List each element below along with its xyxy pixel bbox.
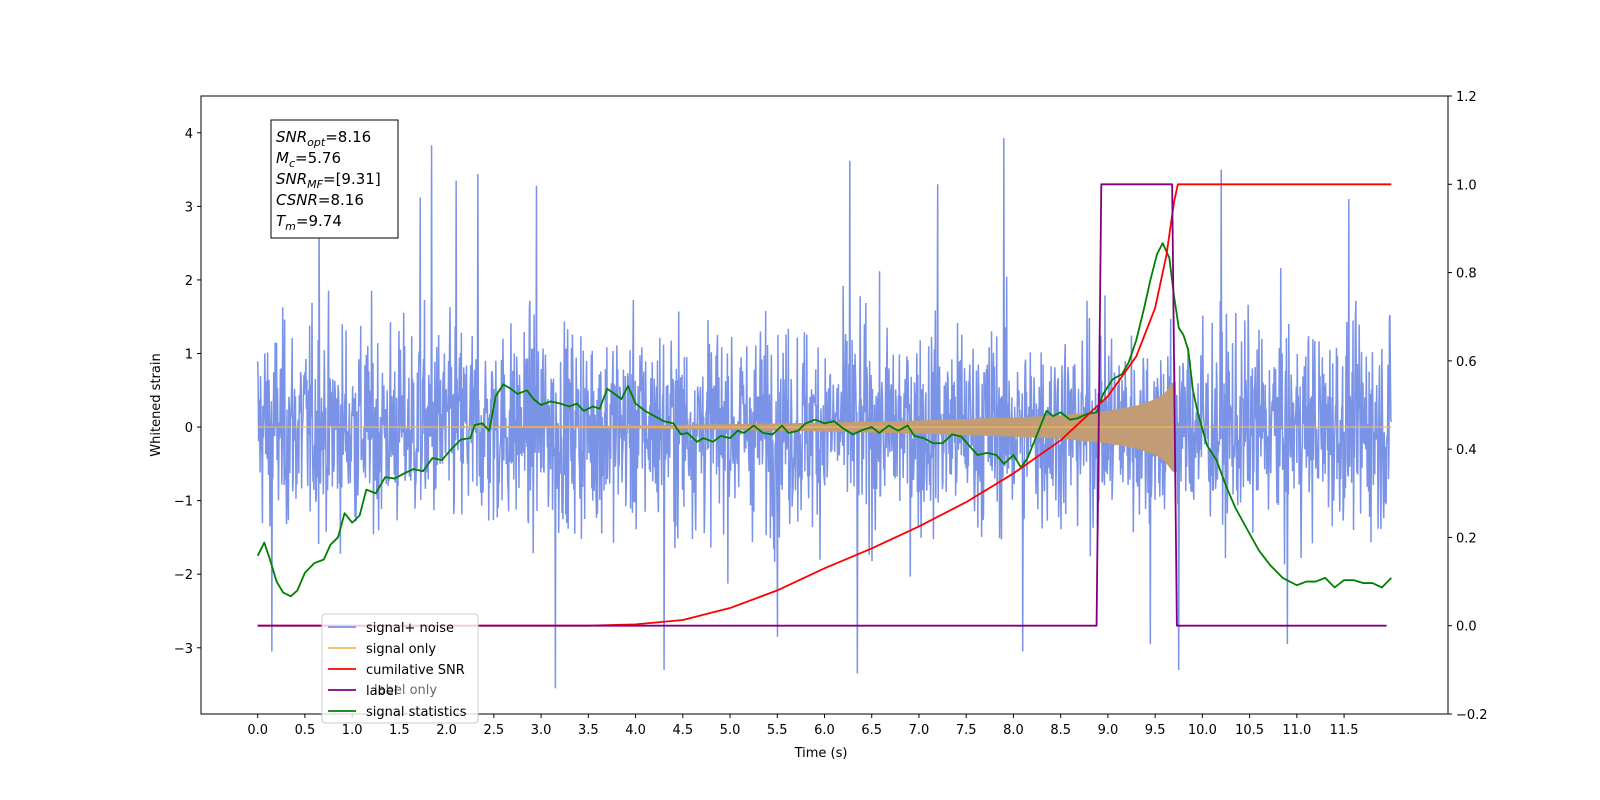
- x-tick-label: 5.0: [720, 723, 741, 738]
- x-tick-label: 8.0: [1003, 723, 1024, 738]
- x-tick-label: 11.5: [1330, 723, 1359, 738]
- info-line: Mc=5.76: [276, 149, 341, 170]
- x-tick-label: 8.5: [1050, 723, 1071, 738]
- x-tick-label: 3.5: [578, 723, 599, 738]
- x-tick-label: 10.5: [1235, 723, 1264, 738]
- x-tick-label: 0.0: [247, 723, 268, 738]
- right-y-tick-label: −0.2: [1456, 708, 1488, 723]
- right-y-tick-label: 0.8: [1456, 267, 1477, 282]
- left-y-tick-label: 3: [185, 200, 193, 215]
- right-y-tick-label: 1.0: [1456, 178, 1477, 193]
- series-signal-plus-noise: [256, 137, 1393, 689]
- left-y-tick-label: −1: [174, 495, 193, 510]
- left-y-tick-label: 2: [185, 274, 193, 289]
- x-axis: 0.0 0.5 1.0 1.5 2.0 2.5 3.0 3.5 4.0 4.5 5.0 5.5 6.0 6…: [247, 714, 1359, 738]
- right-y-tick-label: 0.0: [1456, 620, 1477, 635]
- info-line: SNRMF=[9.31]: [276, 170, 381, 191]
- left-y-tick-label: 4: [185, 127, 193, 142]
- x-tick-label: 2.0: [436, 723, 457, 738]
- right-y-tick-label: 1.2: [1456, 90, 1477, 105]
- x-tick-label: 1.0: [342, 723, 363, 738]
- legend-label: signal statistics: [366, 705, 467, 720]
- right-y-tick-label: 0.2: [1456, 531, 1477, 546]
- legend-label: signal only: [366, 642, 436, 657]
- x-tick-label: 9.0: [1098, 723, 1119, 738]
- info-box-frame: [270, 119, 399, 239]
- plot-area: [256, 137, 1393, 689]
- legend-label: label: [366, 684, 397, 699]
- legend-label: signal+ noise: [366, 621, 454, 636]
- x-tick-label: 10.0: [1188, 723, 1217, 738]
- legend-frame: [321, 613, 479, 724]
- right-y-tick-label: 0.4: [1456, 443, 1477, 458]
- series-cumilative-snr: [257, 183, 1392, 627]
- x-tick-label: 0.5: [295, 723, 316, 738]
- x-tick-label: 7.5: [956, 723, 977, 738]
- left-y-tick-label: 0: [185, 421, 193, 436]
- x-tick-label: 9.5: [1145, 723, 1166, 738]
- left-y-tick-label: −2: [174, 568, 193, 583]
- x-tick-label: 11.0: [1282, 723, 1311, 738]
- series-label: [257, 183, 1387, 627]
- legend: label only signal+ noise signal only cumil…: [321, 613, 479, 724]
- right-y-axis: 1.2 1.0 0.8 0.6 0.4 0.2 0.0 −0.2: [1448, 90, 1488, 723]
- left-y-axis: 4 3 2 1 0 −1 −2 −3: [174, 127, 201, 657]
- x-tick-label: 6.5: [861, 723, 882, 738]
- legend-overlap-text: label only: [374, 683, 437, 698]
- right-y-tick-label: 0.6: [1456, 355, 1477, 370]
- info-line: SNRopt=8.16: [276, 128, 371, 149]
- info-line: Tm=9.74: [276, 212, 342, 233]
- left-y-tick-label: −3: [174, 642, 193, 657]
- x-axis-label: Time (s): [794, 746, 848, 761]
- x-tick-label: 7.0: [909, 723, 930, 738]
- left-y-tick-label: 1: [185, 348, 193, 363]
- left-y-axis-label: Whitened strain: [149, 353, 164, 456]
- legend-label: cumilative SNR: [366, 663, 465, 678]
- x-tick-label: 3.0: [531, 723, 552, 738]
- series-signal-statistics: [256, 242, 1392, 598]
- x-tick-label: 2.5: [484, 723, 505, 738]
- info-line: CSNR=8.16: [276, 191, 364, 209]
- x-tick-label: 6.0: [814, 723, 835, 738]
- x-tick-label: 4.0: [625, 723, 646, 738]
- x-tick-label: 4.5: [672, 723, 693, 738]
- x-tick-label: 5.5: [767, 723, 788, 738]
- x-tick-label: 1.5: [389, 723, 410, 738]
